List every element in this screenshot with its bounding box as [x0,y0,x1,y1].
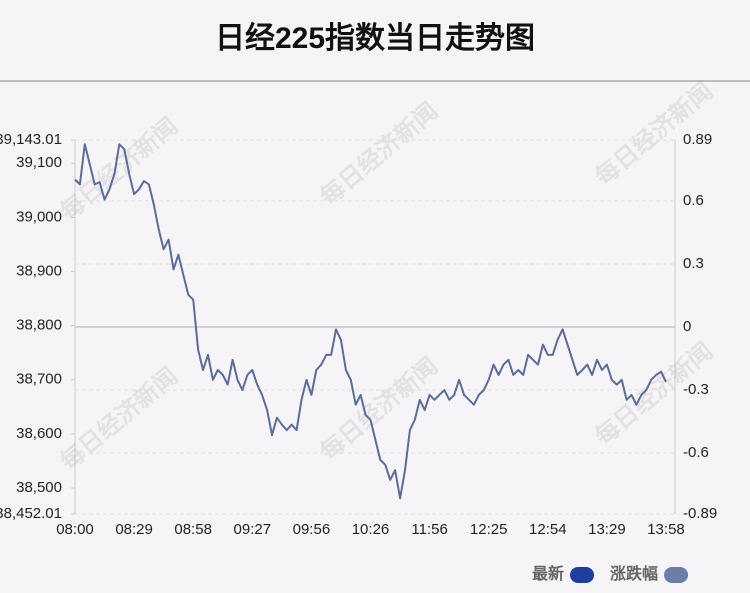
y2-tick-label: 0 [683,318,691,335]
legend-swatch [570,567,595,583]
x-tick-label: 09:27 [234,521,272,538]
y-tick-label: 38,900 [16,262,62,279]
x-tick-label: 09:56 [293,521,331,538]
x-tick-label: 13:58 [647,521,685,538]
x-tick-label: 11:56 [411,521,447,538]
y2-tick-label: 0.3 [683,255,704,272]
x-tick-label: 12:25 [470,521,508,538]
y-tick-label: 38,452.01 [0,505,62,522]
x-tick-label: 08:29 [115,521,153,538]
legend-label: 涨跌幅 [610,564,658,583]
x-tick-label: 12:54 [529,521,567,538]
y2-tick-label: -0.89 [683,505,717,522]
x-tick-label: 08:58 [174,521,212,538]
y-tick-label: 39,100 [16,154,62,171]
x-tick-label: 08:00 [56,521,94,538]
x-tick-label: 13:29 [588,521,626,538]
y2-tick-label: 0.89 [683,131,712,148]
y-tick-label: 39,143.01 [0,131,62,148]
legend-label: 最新 [532,564,564,583]
y-tick-label: 38,600 [16,425,62,442]
price-line [74,143,667,500]
y-tick-label: 38,800 [16,317,62,334]
y-tick-label: 39,000 [16,208,62,225]
y2-tick-label: -0.3 [683,381,709,398]
y-tick-label: 38,700 [16,371,62,388]
y-tick-label: 38,500 [16,479,62,496]
chart-title: 日经225指数当日走势图 [215,21,535,55]
x-tick-label: 10:26 [352,521,390,538]
y2-tick-label: 0.6 [683,192,704,209]
y2-tick-label: -0.6 [683,444,709,461]
legend-swatch [664,567,689,583]
